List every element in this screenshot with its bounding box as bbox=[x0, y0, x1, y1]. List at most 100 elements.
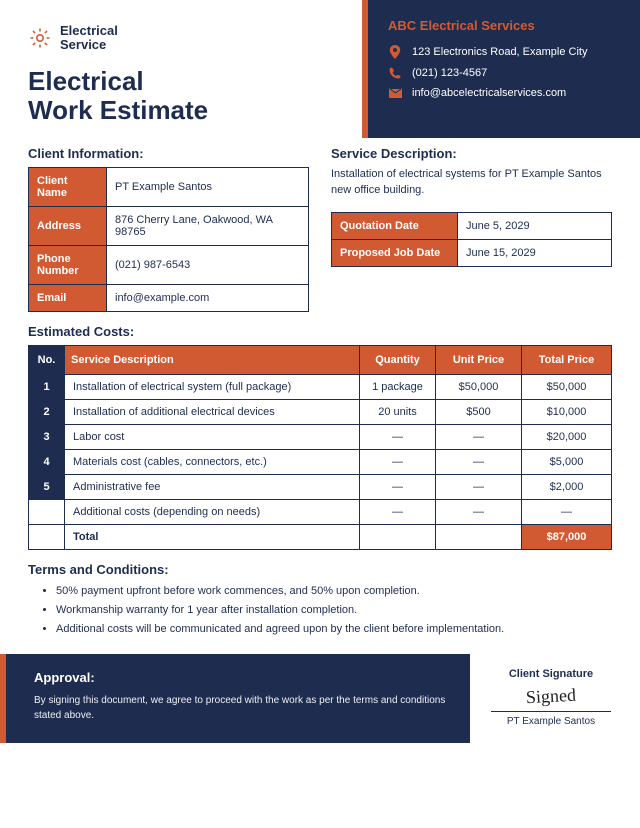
terms-item: 50% payment upfront before work commence… bbox=[56, 583, 612, 601]
table-row: 4Materials cost (cables, connectors, etc… bbox=[29, 450, 612, 475]
estimate-document: Electrical Service Electrical Work Estim… bbox=[0, 0, 640, 743]
row-total: $2,000 bbox=[522, 475, 612, 500]
table-row: 5Administrative fee——$2,000 bbox=[29, 475, 612, 500]
client-phone-value: (021) 987-6543 bbox=[107, 246, 309, 285]
footer: Approval: By signing this document, we a… bbox=[0, 654, 640, 743]
grand-total: $87,000 bbox=[522, 525, 612, 550]
logo: Electrical Service bbox=[28, 24, 342, 53]
row-total: $20,000 bbox=[522, 425, 612, 450]
row-total: $5,000 bbox=[522, 450, 612, 475]
client-name-label: Client Name bbox=[29, 168, 107, 207]
row-qty: — bbox=[360, 425, 436, 450]
title-line2: Work Estimate bbox=[28, 96, 342, 126]
dates-table: Quotation DateJune 5, 2029 Proposed Job … bbox=[331, 212, 612, 267]
row-qty: — bbox=[360, 500, 436, 525]
company-info-block: ABC Electrical Services 123 Electronics … bbox=[362, 0, 640, 138]
client-phone-label: Phone Number bbox=[29, 246, 107, 285]
row-total: $50,000 bbox=[522, 375, 612, 400]
logo-line1: Electrical bbox=[60, 24, 118, 38]
total-blank bbox=[29, 525, 65, 550]
signature-scribble: Signed bbox=[480, 682, 623, 710]
costs-section: Estimated Costs: No. Service Description… bbox=[0, 312, 640, 550]
approval-text: By signing this document, we agree to pr… bbox=[34, 693, 450, 723]
row-no: 2 bbox=[29, 400, 65, 425]
proposed-date-value: June 15, 2029 bbox=[458, 240, 612, 267]
terms-item: Additional costs will be communicated an… bbox=[56, 621, 612, 639]
table-row: Phone Number(021) 987-6543 bbox=[29, 246, 309, 285]
row-no: 4 bbox=[29, 450, 65, 475]
row-no: 3 bbox=[29, 425, 65, 450]
company-name: ABC Electrical Services bbox=[388, 18, 620, 33]
quotation-date-value: June 5, 2029 bbox=[458, 213, 612, 240]
client-info-table: Client NamePT Example Santos Address876 … bbox=[28, 167, 309, 312]
total-blank bbox=[436, 525, 522, 550]
client-address-value: 876 Cherry Lane, Oakwood, WA 98765 bbox=[107, 207, 309, 246]
company-address: 123 Electronics Road, Example City bbox=[412, 46, 587, 58]
row-qty: — bbox=[360, 475, 436, 500]
row-unit: — bbox=[436, 450, 522, 475]
costs-table: No. Service Description Quantity Unit Pr… bbox=[28, 345, 612, 550]
approval-block: Approval: By signing this document, we a… bbox=[0, 654, 470, 743]
terms-section: Terms and Conditions: 50% payment upfron… bbox=[0, 550, 640, 638]
row-total: — bbox=[522, 500, 612, 525]
total-blank bbox=[360, 525, 436, 550]
table-row: 2Installation of additional electrical d… bbox=[29, 400, 612, 425]
row-unit: $500 bbox=[436, 400, 522, 425]
logo-text: Electrical Service bbox=[60, 24, 118, 53]
row-desc: Installation of electrical system (full … bbox=[65, 375, 360, 400]
row-no: 5 bbox=[29, 475, 65, 500]
company-phone: (021) 123-4567 bbox=[412, 67, 487, 79]
row-total: $10,000 bbox=[522, 400, 612, 425]
table-row: Additional costs (depending on needs)——— bbox=[29, 500, 612, 525]
proposed-date-label: Proposed Job Date bbox=[332, 240, 458, 267]
terms-list: 50% payment upfront before work commence… bbox=[28, 583, 612, 638]
client-name-value: PT Example Santos bbox=[107, 168, 309, 207]
signature-line bbox=[491, 711, 611, 712]
row-desc: Labor cost bbox=[65, 425, 360, 450]
company-email-line: info@abcelectricalservices.com bbox=[388, 87, 620, 99]
row-qty: — bbox=[360, 450, 436, 475]
table-row: Emailinfo@example.com bbox=[29, 285, 309, 312]
table-row: Client NamePT Example Santos bbox=[29, 168, 309, 207]
col-desc: Service Description bbox=[65, 346, 360, 375]
table-row: 1Installation of electrical system (full… bbox=[29, 375, 612, 400]
approval-title: Approval: bbox=[34, 670, 450, 685]
info-two-column: Client Information: Client NamePT Exampl… bbox=[0, 138, 640, 312]
company-email: info@abcelectricalservices.com bbox=[412, 87, 566, 99]
col-unit: Unit Price bbox=[436, 346, 522, 375]
client-email-value: info@example.com bbox=[107, 285, 309, 312]
company-address-line: 123 Electronics Road, Example City bbox=[388, 45, 620, 59]
costs-header-row: No. Service Description Quantity Unit Pr… bbox=[29, 346, 612, 375]
location-icon bbox=[388, 45, 402, 59]
total-label: Total bbox=[65, 525, 360, 550]
client-address-label: Address bbox=[29, 207, 107, 246]
service-desc-column: Service Description: Installation of ele… bbox=[331, 138, 612, 312]
row-unit: $50,000 bbox=[436, 375, 522, 400]
row-desc: Installation of additional electrical de… bbox=[65, 400, 360, 425]
col-no: No. bbox=[29, 346, 65, 375]
terms-item: Workmanship warranty for 1 year after in… bbox=[56, 602, 612, 620]
mail-icon bbox=[388, 88, 402, 98]
row-no: 1 bbox=[29, 375, 65, 400]
header-left: Electrical Service Electrical Work Estim… bbox=[0, 0, 362, 138]
row-unit: — bbox=[436, 475, 522, 500]
title-line1: Electrical bbox=[28, 67, 342, 97]
terms-title: Terms and Conditions: bbox=[28, 562, 612, 577]
row-qty: 20 units bbox=[360, 400, 436, 425]
row-desc: Additional costs (depending on needs) bbox=[65, 500, 360, 525]
col-qty: Quantity bbox=[360, 346, 436, 375]
row-desc: Administrative fee bbox=[65, 475, 360, 500]
client-email-label: Email bbox=[29, 285, 107, 312]
table-row: Proposed Job DateJune 15, 2029 bbox=[332, 240, 612, 267]
row-desc: Materials cost (cables, connectors, etc.… bbox=[65, 450, 360, 475]
service-desc-title: Service Description: bbox=[331, 146, 612, 161]
row-unit: — bbox=[436, 500, 522, 525]
costs-total-row: Total $87,000 bbox=[29, 525, 612, 550]
client-info-column: Client Information: Client NamePT Exampl… bbox=[28, 138, 309, 312]
page-title: Electrical Work Estimate bbox=[28, 67, 342, 127]
signature-block: Client Signature Signed PT Example Santo… bbox=[470, 654, 640, 743]
costs-section-title: Estimated Costs: bbox=[28, 324, 612, 339]
table-row: Address876 Cherry Lane, Oakwood, WA 9876… bbox=[29, 207, 309, 246]
phone-icon bbox=[388, 67, 402, 79]
signature-name: PT Example Santos bbox=[480, 716, 622, 727]
